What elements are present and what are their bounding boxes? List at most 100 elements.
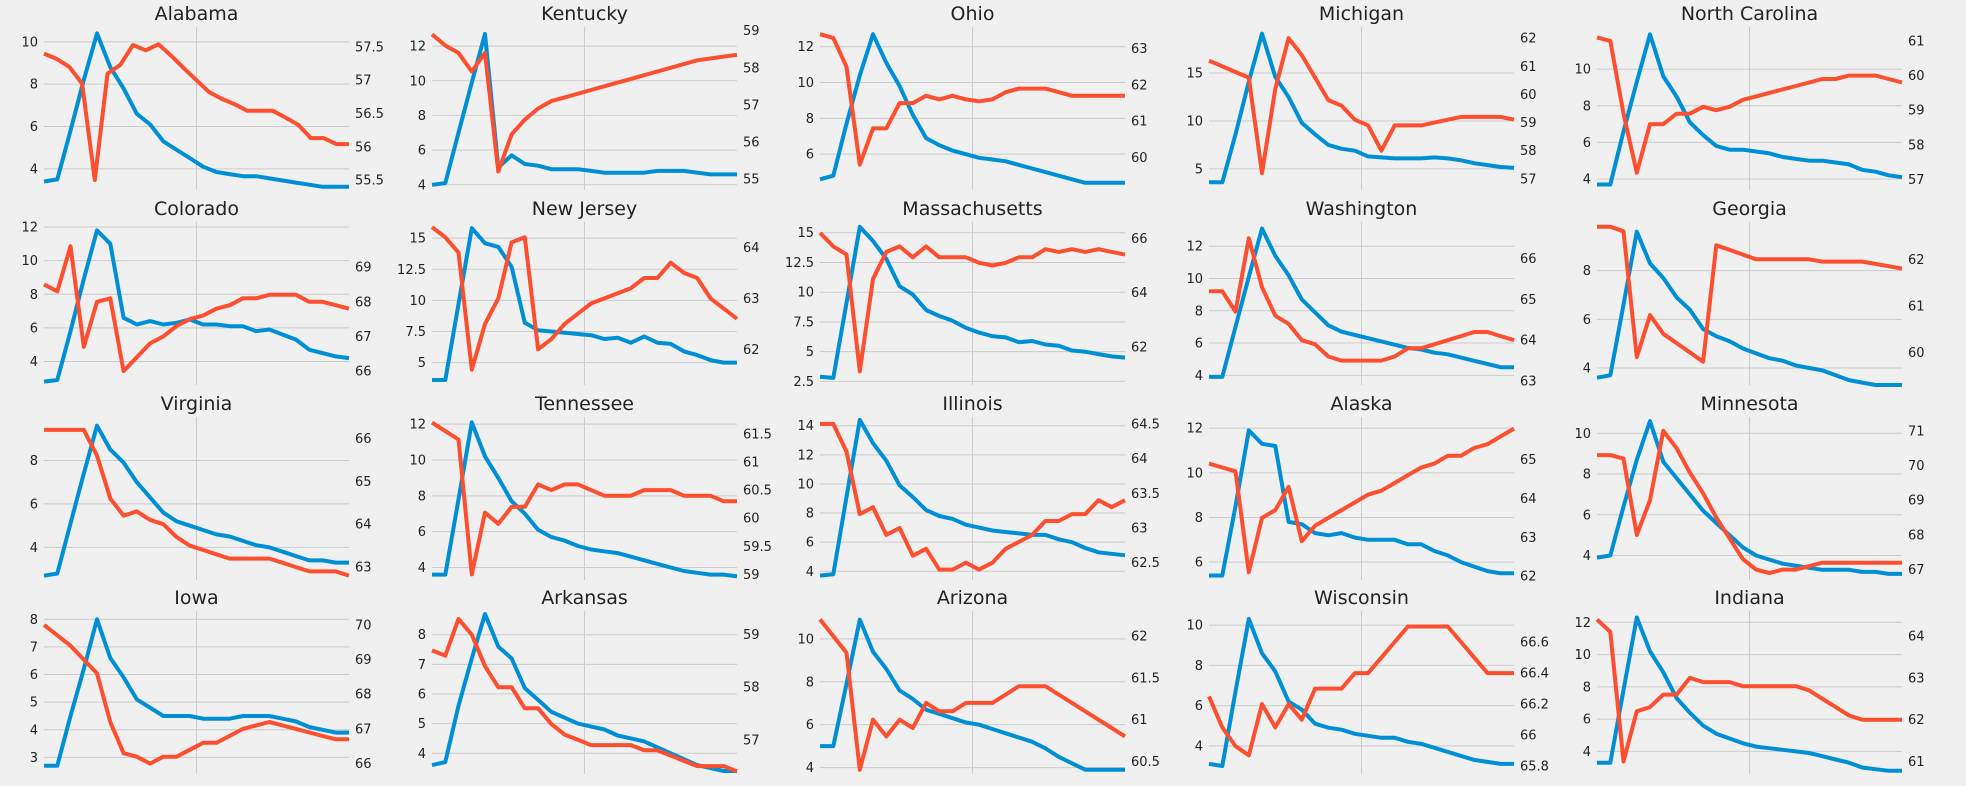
y2-tick-label: 67 xyxy=(1908,563,1925,578)
y-tick-label: 10 xyxy=(409,294,426,309)
y2-tick-label: 57 xyxy=(743,98,760,113)
series-line-left xyxy=(820,617,1125,772)
y2-tick-label: 66 xyxy=(355,432,372,447)
y2-tick-label: 63 xyxy=(1131,521,1148,536)
y2-tick-label: 64 xyxy=(1520,492,1537,507)
y2-tick-label: 66 xyxy=(1131,232,1148,247)
subplot-alabama: 4 6 8 10 55.5 56 56.5 57 57.5 Alabama xyxy=(21,3,384,190)
y2-tick-label: 63 xyxy=(355,561,372,576)
y2-tick-label: 62 xyxy=(1131,630,1148,645)
y-tick-label: 4 xyxy=(30,541,38,556)
subplot-title: Georgia xyxy=(1712,198,1787,220)
subplot-new-jersey: 5 7.5 10 12.5 15 62 63 64 New Jersey xyxy=(397,198,760,385)
y-tick-label: 4 xyxy=(1583,361,1591,376)
subplot-indiana: 4 6 8 10 12 61 62 63 64 Indiana xyxy=(1574,587,1925,774)
y2-tick-label: 58 xyxy=(1908,138,1925,153)
y-tick-label: 10 xyxy=(797,477,814,492)
y2-tick-label: 62 xyxy=(743,343,760,358)
subplot-arizona: 4 6 8 10 60.5 61 61.5 62 Arizona xyxy=(797,587,1160,776)
y2-tick-label: 66 xyxy=(1520,252,1537,267)
y-tick-label: 8 xyxy=(30,78,38,93)
y-tick-label: 4 xyxy=(418,561,426,576)
series-line-left xyxy=(432,226,737,382)
y2-tick-label: 66.4 xyxy=(1520,667,1549,682)
y2-tick-label: 65 xyxy=(1520,453,1537,468)
y2-tick-label: 66.2 xyxy=(1520,698,1549,713)
y-tick-label: 8 xyxy=(1195,659,1203,674)
subplot-title: Wisconsin xyxy=(1314,587,1409,609)
y2-tick-label: 63 xyxy=(1131,42,1148,57)
subplot-title: Virginia xyxy=(161,393,233,415)
y-tick-label: 5 xyxy=(1195,162,1203,177)
y2-tick-label: 64 xyxy=(743,241,760,256)
y-tick-label: 8 xyxy=(418,628,426,643)
subplot-washington: 4 6 8 10 12 63 64 65 66 Washington xyxy=(1186,198,1536,389)
series-line-right xyxy=(1209,236,1515,363)
y2-tick-label: 62 xyxy=(1131,78,1148,93)
y-tick-label: 4 xyxy=(806,761,814,776)
subplot-virginia: 4 6 8 63 64 65 66 Virginia xyxy=(30,393,372,580)
subplot-title: Massachusetts xyxy=(902,198,1042,220)
subplot-north-carolina: 4 6 8 10 57 58 59 60 61 North Carolina xyxy=(1574,3,1925,190)
subplot-title: Kentucky xyxy=(541,3,628,25)
y2-tick-label: 57 xyxy=(1520,172,1537,187)
y-tick-label: 10 xyxy=(1186,272,1203,287)
y-tick-label: 4 xyxy=(30,355,38,370)
y2-tick-label: 62 xyxy=(1131,340,1148,355)
y-tick-label: 8 xyxy=(1583,468,1591,483)
y-tick-label: 7 xyxy=(30,640,38,655)
y-tick-label: 4 xyxy=(1195,739,1203,754)
y2-tick-label: 57.5 xyxy=(355,40,384,55)
y2-tick-label: 61 xyxy=(1908,34,1925,49)
y2-tick-label: 64 xyxy=(1908,630,1925,645)
y-tick-label: 10 xyxy=(1186,466,1203,481)
y-tick-label: 5 xyxy=(806,345,814,360)
y2-tick-label: 60.5 xyxy=(1131,755,1160,770)
y2-tick-label: 58 xyxy=(1520,144,1537,159)
y-tick-label: 8 xyxy=(1583,99,1591,114)
series-line-right xyxy=(44,427,350,578)
subplot-alaska: 6 8 10 12 62 63 64 65 Alaska xyxy=(1186,393,1536,585)
y-tick-label: 4 xyxy=(418,178,426,193)
series-line-right xyxy=(818,618,1127,772)
y2-tick-label: 55 xyxy=(743,172,760,187)
series-line-right xyxy=(431,616,738,774)
y-tick-label: 14 xyxy=(797,419,814,434)
y2-tick-label: 67 xyxy=(355,330,372,345)
series-line-right xyxy=(818,231,1126,374)
y-tick-label: 6 xyxy=(30,321,38,336)
y2-tick-label: 59 xyxy=(743,24,760,39)
y-tick-label: 6 xyxy=(30,497,38,512)
subplot-ohio: 6 8 10 12 60 61 62 63 Ohio xyxy=(797,3,1148,190)
y-tick-label: 4 xyxy=(1195,369,1203,384)
y2-tick-label: 66 xyxy=(1520,729,1537,744)
subplot-title: Iowa xyxy=(174,587,218,609)
y2-tick-label: 56 xyxy=(355,140,372,155)
y2-tick-label: 61 xyxy=(1908,299,1925,314)
series-line-right xyxy=(430,420,737,577)
y-tick-label: 6 xyxy=(1583,713,1591,728)
y-tick-label: 6 xyxy=(806,536,814,551)
y-tick-label: 6 xyxy=(1195,699,1203,714)
y2-tick-label: 63 xyxy=(1520,531,1537,546)
y2-tick-label: 60.5 xyxy=(743,484,772,499)
y2-tick-label: 60 xyxy=(1520,88,1537,103)
y-tick-label: 10 xyxy=(1574,63,1591,78)
subplot-title: Alaska xyxy=(1330,393,1392,415)
subplot-title: Arizona xyxy=(937,587,1008,609)
y2-tick-label: 61 xyxy=(743,455,760,470)
series-line-left xyxy=(43,423,349,578)
y-tick-label: 6 xyxy=(806,718,814,733)
subplot-title: Washington xyxy=(1306,198,1418,220)
y-tick-label: 4 xyxy=(30,723,38,738)
series-line-right xyxy=(1595,617,1902,764)
subplot-wisconsin: 4 6 8 10 65.8 66 66.2 66.4 66.6 Wisconsin xyxy=(1186,587,1549,775)
y2-tick-label: 71 xyxy=(1908,424,1925,439)
y-tick-label: 12 xyxy=(1186,422,1203,437)
y-tick-label: 12 xyxy=(21,221,38,236)
y2-tick-label: 58 xyxy=(743,61,760,76)
subplot-georgia: 4 6 8 60 61 62 Georgia xyxy=(1583,198,1925,387)
y2-tick-label: 62.5 xyxy=(1131,556,1160,571)
y-tick-label: 4 xyxy=(1583,745,1591,760)
